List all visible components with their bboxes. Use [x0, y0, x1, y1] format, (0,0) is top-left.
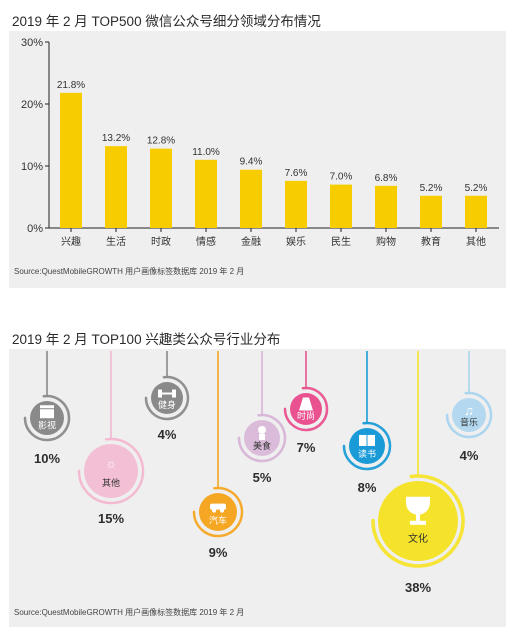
bubble-ring — [144, 375, 190, 421]
bar-value-label: 11.0% — [192, 147, 220, 158]
bubble-label: 时尚 — [297, 410, 315, 421]
bubble-value-label: 4% — [158, 427, 177, 442]
bar — [465, 195, 487, 228]
bubble-ring — [77, 437, 145, 505]
x-tick-label: 其他 — [466, 235, 486, 248]
x-tick-label: 娱乐 — [286, 235, 306, 248]
bubble-ring — [237, 413, 287, 463]
bar — [420, 195, 442, 228]
bar — [375, 185, 397, 228]
y-tick-label: 10% — [21, 161, 43, 173]
trophy-icon — [406, 496, 430, 525]
bubble-ring — [371, 474, 465, 568]
x-tick-label: 情感 — [196, 235, 216, 248]
bubble-value-label: 38% — [405, 580, 431, 595]
bubble-circle — [452, 398, 486, 432]
bubble-label: 汽车 — [209, 515, 227, 526]
bubble-8: 文化 38% — [371, 351, 465, 595]
book-icon — [359, 434, 375, 446]
bubble-chart-source: Source:QuestMobileGROWTH 用户画像标签数据库 2019 … — [14, 608, 245, 617]
bar-value-label: 9.4% — [240, 157, 263, 168]
bubble-6: 时尚 7% — [283, 351, 329, 455]
bubble-chart: 影视 10% ☼ 其他 15% 健身 4% 汽车 9% 美食 5% 时尚 7% 读书 8% 文化 38% ♫音乐 4… — [23, 351, 493, 595]
bubble-4: 汽车 9% — [192, 351, 244, 560]
svg-text:♫: ♫ — [464, 403, 474, 418]
bar — [285, 180, 307, 228]
bubble-2: ☼ 其他 15% — [77, 351, 145, 526]
x-tick-label: 民生 — [331, 235, 351, 248]
bar — [60, 92, 82, 228]
bubble-7: 读书 8% — [342, 351, 392, 495]
bar — [150, 148, 172, 228]
bar-value-label: 7.0% — [330, 172, 353, 183]
bubble-label: 健身 — [158, 399, 176, 410]
svg-text:☼: ☼ — [106, 456, 117, 470]
bubble-chart-panel: 影视 10% ☼ 其他 15% 健身 4% 汽车 9% 美食 5% 时尚 7% 读书 8% 文化 38% ♫ 音乐 4… — [9, 349, 506, 627]
bar-chart-source: Source:QuestMobileGROWTH 用户画像标签数据库 2019 … — [14, 267, 245, 276]
bubble-circle — [84, 444, 138, 498]
bubble-9: ♫音乐 4% — [445, 351, 493, 463]
bubble-circle — [199, 493, 237, 531]
bubble-3: 健身 4% — [144, 351, 190, 442]
sun-icon: ☼ — [106, 456, 117, 470]
bar-value-label: 7.6% — [285, 168, 308, 179]
film-clapper-icon — [40, 405, 54, 419]
bar-chart-title: 2019 年 2 月 TOP500 微信公众号细分领域分布情况 — [12, 14, 321, 29]
bubble-circle — [349, 428, 385, 464]
bar — [240, 169, 262, 228]
music-note-icon: ♫ — [464, 403, 474, 418]
bubble-value-label: 10% — [34, 451, 60, 466]
car-icon — [210, 503, 226, 513]
bubble-label: 读书 — [358, 448, 376, 459]
bubble-1: 影视 10% — [23, 351, 71, 466]
y-tick-label: 30% — [21, 37, 43, 49]
bar-chart: 0% 10% 20% 30% 21.8% 兴趣 13.2% 生活 12.8% 时政 11.0% 情感 9… — [21, 37, 499, 248]
x-tick-label: 金融 — [241, 235, 261, 248]
bubble-label: 影视 — [38, 420, 56, 431]
bubble-value-label: 5% — [253, 470, 272, 485]
dumbbell-icon — [158, 389, 176, 398]
bubble-ring — [192, 486, 244, 538]
bar — [195, 159, 217, 228]
bubble-ring — [23, 394, 71, 442]
x-tick-label: 生活 — [106, 235, 126, 248]
y-tick-label: 20% — [21, 99, 43, 111]
bubble-value-label: 15% — [98, 511, 124, 526]
bubble-value-label: 8% — [358, 480, 377, 495]
y-tick-label: 0% — [27, 223, 43, 235]
bubble-value-label: 9% — [209, 545, 228, 560]
bar-value-label: 5.2% — [465, 183, 488, 194]
bar-value-label: 5.2% — [420, 183, 443, 194]
bubble-value-label: 7% — [297, 440, 316, 455]
bubble-label: 文化 — [408, 532, 428, 545]
bubble-5: 美食 5% — [237, 351, 287, 485]
bar-value-label: 21.8% — [57, 80, 85, 91]
x-tick-label: 教育 — [421, 235, 441, 248]
bubble-ring — [342, 421, 392, 471]
bar-value-label: 12.8% — [147, 136, 175, 147]
bar-value-label: 6.8% — [375, 173, 398, 184]
bar — [105, 146, 127, 228]
bubble-label: 其他 — [102, 477, 120, 488]
bubble-chart-title: 2019 年 2 月 TOP100 兴趣类公众号行业分布 — [12, 332, 281, 347]
x-tick-label: 时政 — [151, 235, 171, 248]
dress-icon — [299, 397, 313, 411]
x-tick-label: 兴趣 — [61, 235, 81, 248]
bar-chart-panel: 0% 10% 20% 30% 21.8% 兴趣 13.2% 生活 12.8% 时政 11.0% 情感 9… — [9, 31, 506, 288]
bar-value-label: 13.2% — [102, 133, 130, 144]
bubble-value-label: 4% — [460, 448, 479, 463]
bubble-ring — [445, 391, 493, 439]
x-tick-label: 购物 — [376, 235, 396, 248]
bubble-label: 美食 — [253, 440, 271, 451]
bar — [330, 184, 352, 228]
bubble-ring — [283, 386, 329, 432]
chef-icon — [258, 425, 266, 440]
bubble-label: 音乐 — [460, 417, 478, 428]
